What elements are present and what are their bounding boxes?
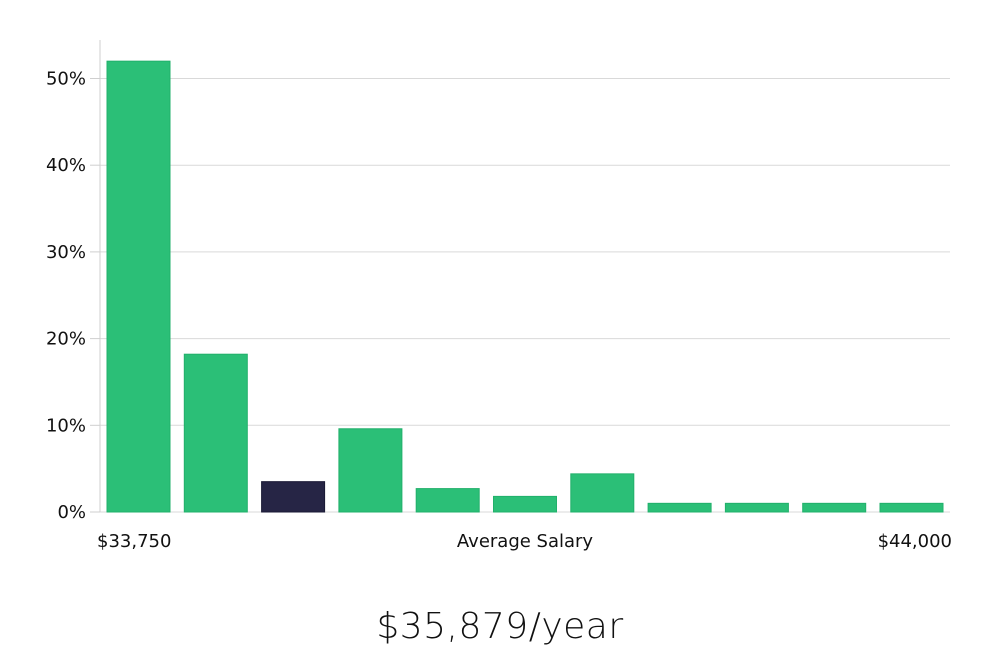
y-tick-label: 20% [46, 329, 86, 350]
bar [338, 428, 403, 513]
bar [183, 353, 248, 513]
y-tick-label: 50% [46, 69, 86, 90]
bar [724, 502, 789, 513]
bar [415, 488, 480, 513]
x-start-label: $33,750 [97, 531, 171, 552]
bars [106, 60, 944, 513]
bar [106, 60, 171, 513]
y-tick-label: 40% [46, 155, 86, 176]
y-tick-labels: 0% 10% 20% 30% 40% 50% [46, 69, 100, 523]
bar [647, 502, 712, 513]
bar-highlighted [261, 481, 326, 513]
y-tick-label: 0% [57, 502, 86, 523]
bar [802, 502, 867, 513]
x-end-label: $44,000 [878, 531, 952, 552]
x-axis-label: Average Salary [457, 531, 594, 552]
bar [570, 473, 635, 513]
y-tick-label: 10% [46, 415, 86, 436]
salary-histogram: 0% 10% 20% 30% 40% 50% $33,750 Average Salary… [46, 40, 952, 552]
y-tick-label: 30% [46, 242, 86, 263]
bar [879, 502, 944, 513]
average-salary-value: $35,879/year [376, 606, 624, 647]
bar [493, 495, 557, 513]
